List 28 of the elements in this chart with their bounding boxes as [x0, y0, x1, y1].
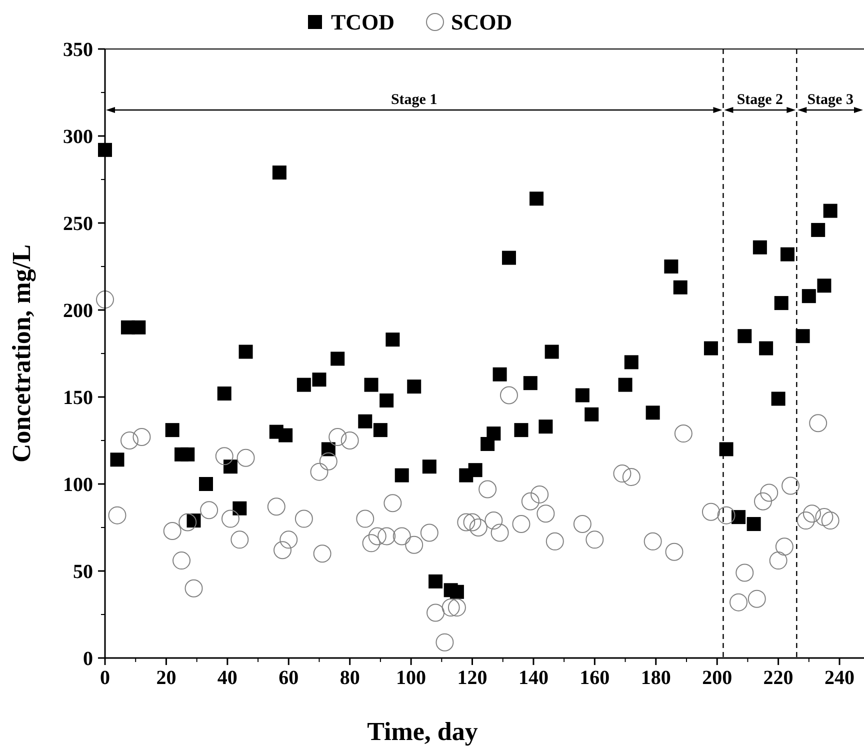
- legend-label: TCOD: [331, 10, 395, 35]
- x-axis-title: Time, day: [367, 717, 478, 746]
- x-tick-label: 140: [518, 667, 548, 689]
- y-tick-label: 250: [63, 213, 93, 235]
- x-tick-label: 220: [763, 667, 794, 689]
- x-tick-label: 240: [824, 667, 855, 689]
- x-tick-label: 40: [217, 667, 238, 689]
- x-tick-label: 0: [100, 667, 110, 689]
- annotation: Stage 2: [736, 92, 784, 108]
- legend-label: SCOD: [451, 10, 512, 35]
- x-tick-label: 20: [156, 667, 176, 689]
- x-tick-label: 180: [640, 667, 671, 689]
- y-tick-label: 0: [83, 648, 93, 670]
- x-tick-label: 120: [457, 667, 488, 689]
- x-tick-label: 80: [340, 667, 360, 689]
- y-tick-label: 300: [63, 126, 93, 148]
- x-tick-label: 60: [278, 667, 299, 689]
- y-axis-title: Concetration, mg/L: [7, 244, 36, 463]
- x-tick-label: 100: [396, 667, 426, 689]
- x-tick-label: 160: [580, 667, 610, 689]
- y-tick-label: 200: [63, 300, 93, 322]
- y-tick-label: 350: [63, 39, 93, 61]
- y-tick-label: 100: [63, 474, 93, 496]
- y-tick-label: 50: [73, 561, 93, 583]
- annotation: Stage 1: [390, 92, 438, 108]
- y-tick-label: 150: [63, 387, 93, 409]
- annotation: Stage 3: [807, 92, 854, 108]
- x-tick-label: 200: [702, 667, 732, 689]
